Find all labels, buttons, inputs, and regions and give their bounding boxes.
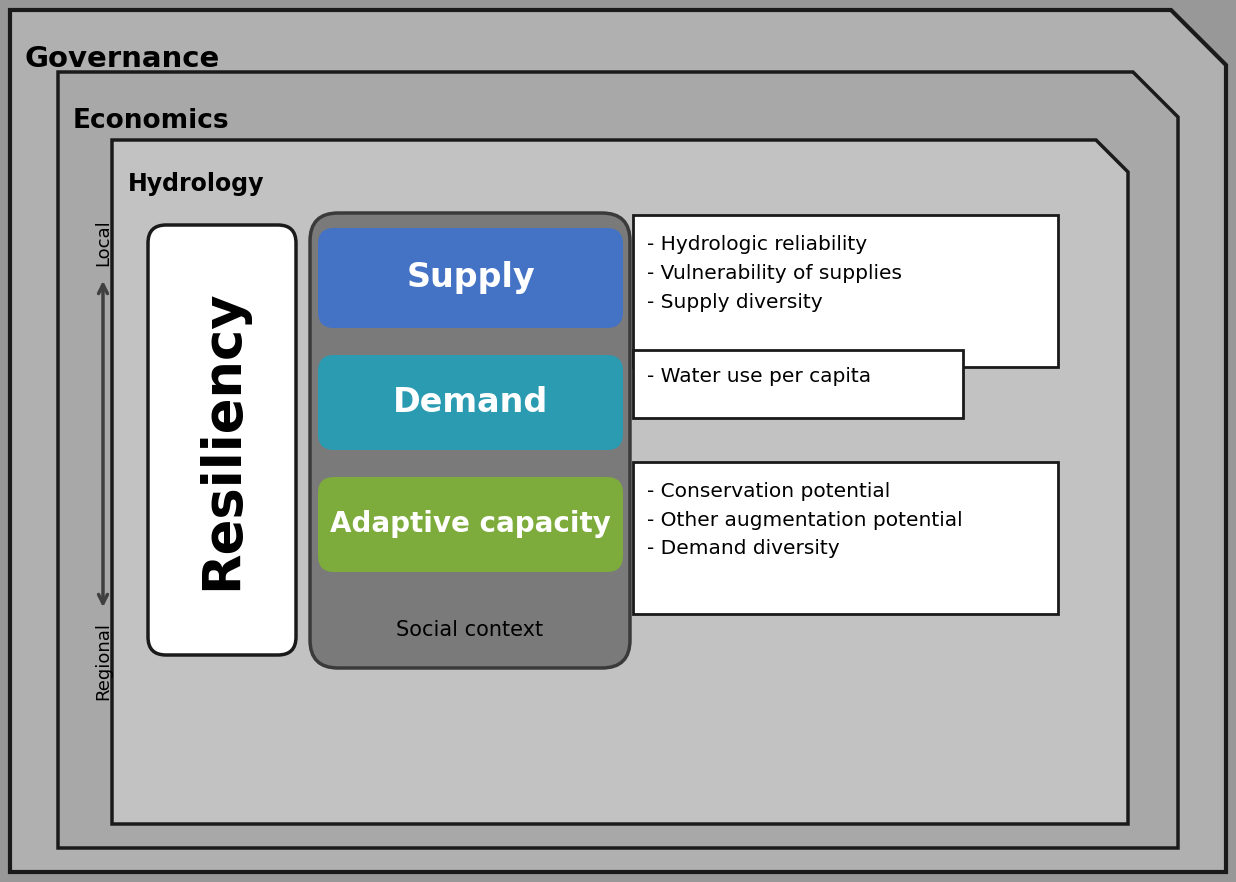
FancyBboxPatch shape <box>318 355 623 450</box>
FancyBboxPatch shape <box>318 228 623 328</box>
Polygon shape <box>10 10 1226 872</box>
Text: Hydrology: Hydrology <box>129 172 265 196</box>
FancyBboxPatch shape <box>318 477 623 572</box>
Text: Regional: Regional <box>94 622 112 700</box>
Text: - Water use per capita: - Water use per capita <box>646 367 871 386</box>
Text: Resiliency: Resiliency <box>197 289 248 590</box>
Bar <box>633 350 963 418</box>
Text: Economics: Economics <box>73 108 230 134</box>
Text: - Conservation potential
- Other augmentation potential
- Demand diversity: - Conservation potential - Other augment… <box>646 482 963 558</box>
Polygon shape <box>58 72 1178 848</box>
Text: Social context: Social context <box>397 620 544 640</box>
Text: Local: Local <box>94 220 112 266</box>
Text: - Hydrologic reliability
- Vulnerability of supplies
- Supply diversity: - Hydrologic reliability - Vulnerability… <box>646 235 902 311</box>
Bar <box>633 462 1058 614</box>
Polygon shape <box>112 140 1128 824</box>
FancyBboxPatch shape <box>310 213 630 668</box>
Text: Supply: Supply <box>407 261 535 295</box>
FancyBboxPatch shape <box>148 225 295 655</box>
Bar <box>633 215 1058 367</box>
Text: Adaptive capacity: Adaptive capacity <box>330 511 611 539</box>
Text: Governance: Governance <box>25 45 220 73</box>
Text: Demand: Demand <box>393 386 548 419</box>
